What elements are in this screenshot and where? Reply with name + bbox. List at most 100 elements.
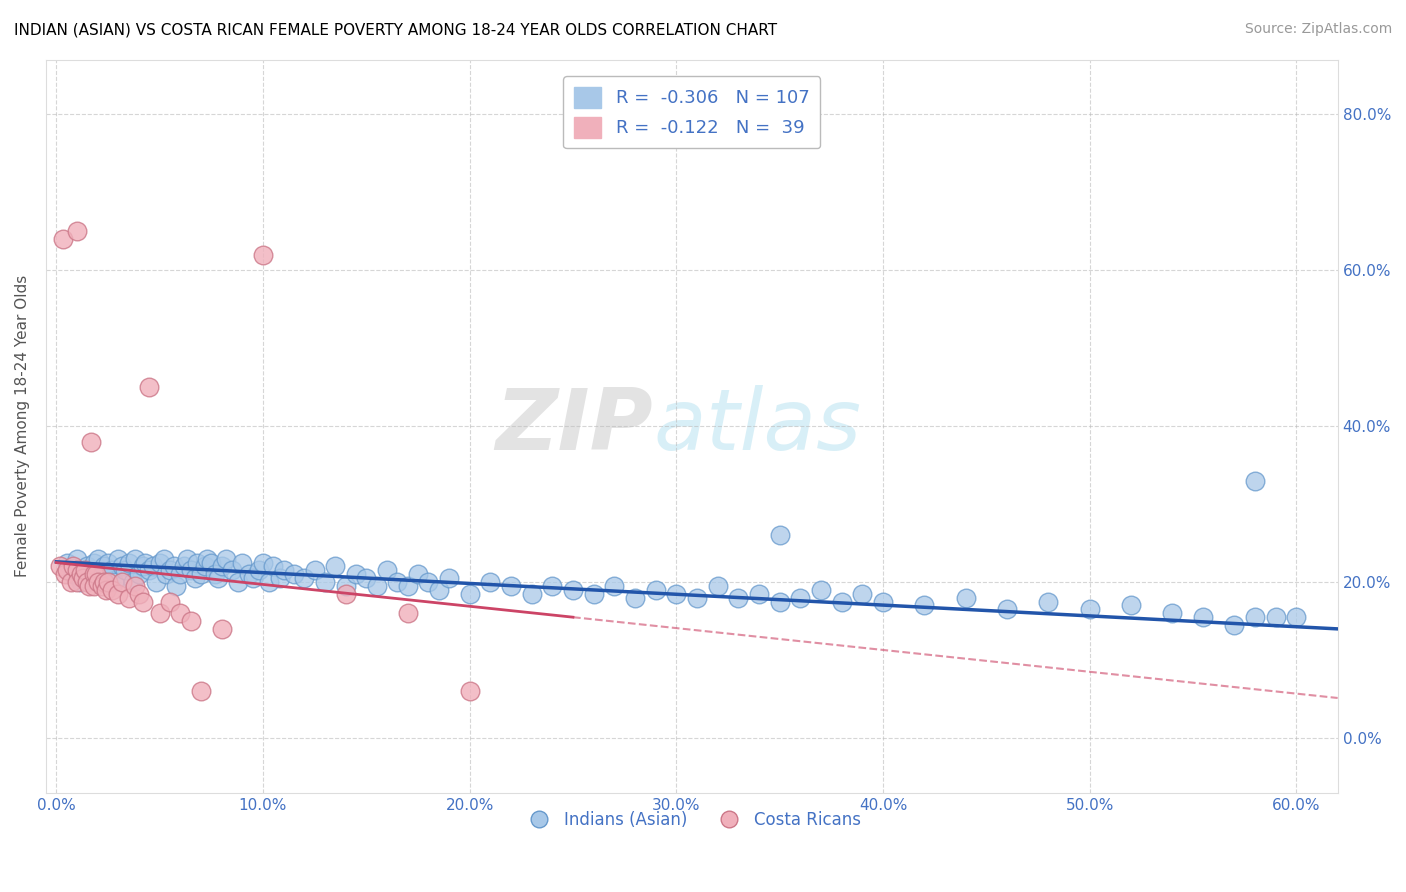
Point bbox=[727, 591, 749, 605]
Point bbox=[686, 591, 709, 605]
Point bbox=[231, 556, 253, 570]
Point bbox=[97, 556, 120, 570]
Point bbox=[257, 575, 280, 590]
Point bbox=[1038, 594, 1060, 608]
Point bbox=[66, 575, 89, 590]
Point bbox=[1223, 618, 1246, 632]
Point bbox=[66, 551, 89, 566]
Point bbox=[186, 556, 208, 570]
Point bbox=[184, 571, 207, 585]
Point bbox=[180, 563, 202, 577]
Point bbox=[375, 563, 398, 577]
Point bbox=[121, 575, 143, 590]
Point bbox=[1285, 610, 1308, 624]
Point bbox=[53, 567, 76, 582]
Point bbox=[706, 579, 728, 593]
Point bbox=[75, 563, 97, 577]
Point bbox=[396, 607, 419, 621]
Point bbox=[155, 567, 177, 582]
Point bbox=[955, 591, 977, 605]
Point bbox=[396, 579, 419, 593]
Point bbox=[176, 551, 198, 566]
Point bbox=[238, 567, 260, 582]
Point bbox=[204, 567, 226, 582]
Point bbox=[138, 380, 160, 394]
Point bbox=[51, 232, 73, 246]
Point bbox=[247, 563, 270, 577]
Point bbox=[114, 563, 136, 577]
Point bbox=[124, 579, 146, 593]
Point bbox=[541, 579, 564, 593]
Point bbox=[62, 559, 84, 574]
Point bbox=[195, 551, 218, 566]
Point bbox=[582, 587, 605, 601]
Point bbox=[769, 528, 792, 542]
Point bbox=[76, 559, 98, 574]
Point bbox=[215, 551, 238, 566]
Point bbox=[103, 575, 125, 590]
Point bbox=[180, 614, 202, 628]
Point bbox=[62, 567, 84, 582]
Text: INDIAN (ASIAN) VS COSTA RICAN FEMALE POVERTY AMONG 18-24 YEAR OLDS CORRELATION C: INDIAN (ASIAN) VS COSTA RICAN FEMALE POV… bbox=[14, 22, 778, 37]
Point bbox=[72, 571, 94, 585]
Point bbox=[55, 556, 77, 570]
Point bbox=[292, 571, 315, 585]
Point bbox=[1078, 602, 1101, 616]
Point bbox=[86, 551, 108, 566]
Point bbox=[211, 559, 233, 574]
Point bbox=[335, 587, 357, 601]
Point bbox=[190, 684, 212, 698]
Point bbox=[101, 582, 124, 597]
Point bbox=[252, 556, 274, 570]
Point bbox=[107, 551, 129, 566]
Point bbox=[458, 684, 481, 698]
Point bbox=[366, 579, 388, 593]
Point bbox=[117, 591, 139, 605]
Point bbox=[83, 556, 105, 570]
Point bbox=[304, 563, 326, 577]
Text: ZIP: ZIP bbox=[495, 384, 652, 467]
Point bbox=[111, 575, 134, 590]
Point bbox=[1244, 474, 1267, 488]
Point bbox=[117, 556, 139, 570]
Point bbox=[458, 587, 481, 601]
Point bbox=[101, 563, 124, 577]
Point bbox=[163, 559, 186, 574]
Point bbox=[273, 563, 295, 577]
Legend: Indians (Asian), Costa Ricans: Indians (Asian), Costa Ricans bbox=[516, 805, 868, 836]
Point bbox=[335, 579, 357, 593]
Point bbox=[70, 567, 93, 582]
Point bbox=[314, 575, 336, 590]
Point bbox=[83, 579, 105, 593]
Point bbox=[70, 575, 93, 590]
Point bbox=[1192, 610, 1215, 624]
Point bbox=[1119, 599, 1142, 613]
Point bbox=[262, 559, 284, 574]
Text: atlas: atlas bbox=[652, 384, 860, 467]
Point bbox=[1161, 607, 1184, 621]
Point bbox=[769, 594, 792, 608]
Point bbox=[107, 587, 129, 601]
Point bbox=[149, 607, 172, 621]
Point bbox=[94, 582, 117, 597]
Point bbox=[872, 594, 894, 608]
Point bbox=[221, 563, 243, 577]
Point bbox=[128, 567, 150, 582]
Point bbox=[194, 559, 217, 574]
Point bbox=[173, 559, 195, 574]
Point bbox=[387, 575, 409, 590]
Point bbox=[79, 579, 101, 593]
Point bbox=[165, 579, 187, 593]
Point bbox=[76, 575, 98, 590]
Point bbox=[789, 591, 811, 605]
Point bbox=[152, 551, 174, 566]
Point bbox=[93, 559, 115, 574]
Point bbox=[111, 559, 134, 574]
Point bbox=[66, 224, 89, 238]
Point bbox=[49, 559, 72, 574]
Point bbox=[200, 556, 222, 570]
Point bbox=[86, 575, 108, 590]
Point bbox=[418, 575, 440, 590]
Point bbox=[252, 247, 274, 261]
Point bbox=[226, 575, 249, 590]
